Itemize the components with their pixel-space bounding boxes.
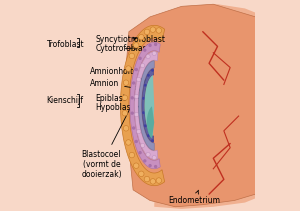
Circle shape: [122, 111, 128, 116]
Circle shape: [134, 43, 139, 48]
Circle shape: [144, 124, 147, 127]
Circle shape: [144, 84, 147, 87]
Text: Trofoblast: Trofoblast: [46, 40, 84, 49]
Text: Amnion: Amnion: [90, 79, 138, 89]
Circle shape: [146, 152, 150, 157]
Circle shape: [148, 44, 152, 47]
Circle shape: [136, 129, 141, 134]
Text: Epiblast: Epiblast: [95, 94, 139, 103]
Circle shape: [154, 165, 157, 168]
Circle shape: [130, 96, 134, 100]
Polygon shape: [139, 61, 154, 150]
Polygon shape: [142, 69, 154, 142]
Circle shape: [129, 53, 135, 59]
Circle shape: [134, 163, 139, 168]
Text: Kienschijf: Kienschijf: [46, 96, 84, 105]
Polygon shape: [121, 25, 165, 186]
Circle shape: [148, 164, 152, 167]
Circle shape: [154, 43, 157, 46]
Text: Amnionholte: Amnionholte: [90, 67, 142, 80]
Text: Syncytiotrofoblast: Syncytiotrofoblast: [95, 35, 165, 43]
Text: Cytotrofoblast: Cytotrofoblast: [95, 45, 150, 53]
Text: Blastocoel
(vormt de
dooierzak): Blastocoel (vormt de dooierzak): [81, 79, 145, 180]
Circle shape: [141, 143, 145, 147]
Circle shape: [142, 97, 145, 100]
Circle shape: [134, 112, 139, 117]
Circle shape: [126, 140, 131, 145]
Circle shape: [132, 126, 135, 130]
Circle shape: [151, 139, 154, 142]
Circle shape: [150, 27, 156, 32]
Circle shape: [123, 126, 129, 131]
Circle shape: [144, 29, 150, 35]
Circle shape: [135, 68, 138, 71]
Circle shape: [156, 28, 162, 33]
Circle shape: [150, 179, 156, 184]
Circle shape: [139, 171, 144, 177]
Polygon shape: [44, 0, 256, 211]
Circle shape: [152, 51, 156, 55]
Circle shape: [122, 95, 128, 100]
Text: Hypoblast: Hypoblast: [95, 103, 140, 112]
Circle shape: [143, 159, 146, 162]
Circle shape: [135, 140, 138, 143]
Polygon shape: [145, 75, 154, 136]
Circle shape: [130, 111, 134, 115]
Polygon shape: [154, 4, 256, 209]
Circle shape: [144, 176, 150, 182]
Circle shape: [138, 57, 142, 60]
Circle shape: [129, 152, 135, 158]
Polygon shape: [135, 52, 158, 159]
Circle shape: [126, 66, 131, 71]
Polygon shape: [125, 4, 256, 207]
Circle shape: [151, 69, 154, 72]
Circle shape: [147, 74, 150, 77]
Circle shape: [132, 81, 135, 85]
Text: Endometrium: Endometrium: [168, 190, 220, 204]
Circle shape: [138, 151, 142, 154]
Circle shape: [136, 77, 141, 82]
Circle shape: [141, 64, 145, 68]
Circle shape: [139, 34, 144, 40]
Circle shape: [142, 111, 145, 114]
Circle shape: [134, 94, 139, 99]
Circle shape: [147, 134, 150, 137]
Circle shape: [156, 178, 162, 183]
Circle shape: [146, 54, 150, 59]
Circle shape: [143, 49, 146, 52]
Polygon shape: [147, 106, 154, 138]
Polygon shape: [130, 42, 160, 169]
Circle shape: [152, 156, 156, 160]
Circle shape: [123, 80, 129, 85]
